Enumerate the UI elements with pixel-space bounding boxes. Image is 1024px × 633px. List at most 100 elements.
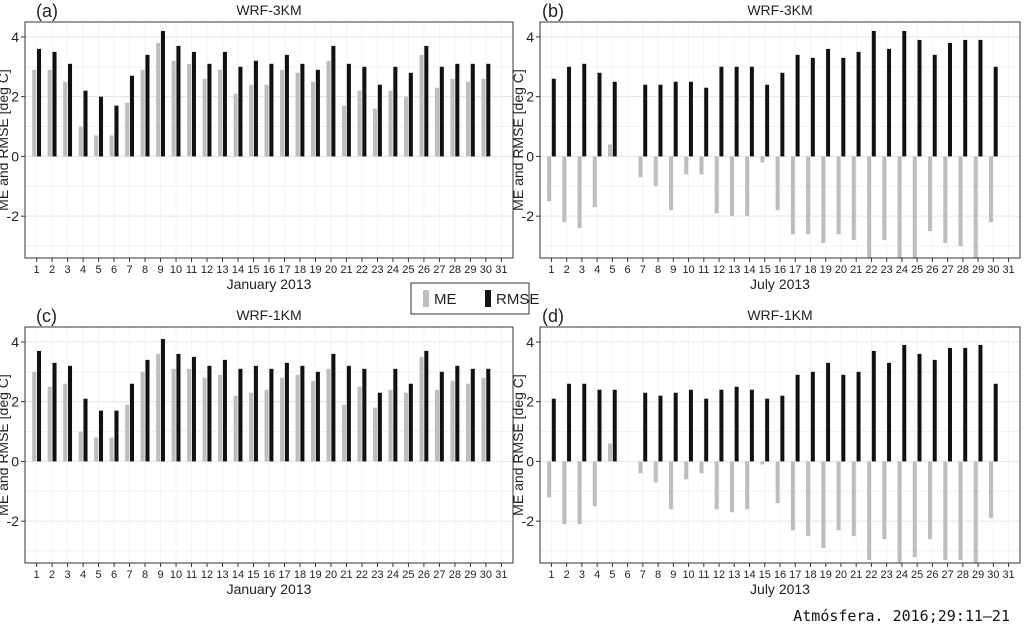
- me-bar: [760, 156, 765, 163]
- y-tick-label: -2: [522, 208, 535, 224]
- rmse-bar: [795, 374, 800, 462]
- rmse-bar: [841, 374, 846, 462]
- rmse-bar: [597, 72, 602, 157]
- x-tick-label: 11: [186, 569, 197, 581]
- me-bar: [357, 386, 362, 462]
- me-bar: [943, 461, 948, 561]
- x-tick-label: 20: [325, 264, 337, 276]
- me-bar: [775, 156, 780, 211]
- me-bar: [434, 87, 440, 157]
- me-bar: [357, 90, 362, 157]
- y-axis-label: ME and RMSE [deg C]: [0, 374, 11, 516]
- me-bar: [403, 96, 409, 157]
- me-bar: [280, 377, 285, 462]
- me-bar: [403, 392, 409, 462]
- rmse-bar: [284, 54, 289, 157]
- me-bar: [638, 461, 643, 474]
- me-bar: [109, 437, 114, 462]
- x-tick-label: 7: [640, 264, 646, 276]
- x-tick-label: 31: [495, 264, 507, 276]
- me-bar: [481, 78, 486, 157]
- rmse-bar: [582, 63, 587, 157]
- me-bar: [419, 54, 424, 157]
- x-tick-label: 3: [65, 264, 71, 276]
- me-bar: [882, 461, 887, 540]
- rmse-bar: [765, 398, 770, 462]
- me-bar: [63, 81, 68, 157]
- y-tick-label: 4: [11, 334, 19, 350]
- me-bar: [373, 108, 378, 157]
- me-bar: [897, 156, 902, 258]
- x-axis-label: January 2013: [227, 581, 312, 597]
- panel-title: WRF-1KM: [236, 307, 301, 323]
- x-tick-label: 24: [896, 264, 908, 276]
- me-bar: [388, 90, 393, 157]
- me-bar: [187, 368, 192, 462]
- y-tick-label: 2: [526, 89, 534, 105]
- rmse-bar: [207, 63, 212, 157]
- x-tick-label: 23: [881, 569, 893, 581]
- x-tick-label: 25: [911, 569, 923, 581]
- me-bar: [973, 461, 978, 563]
- x-tick-label: 9: [670, 264, 676, 276]
- rmse-bar: [810, 371, 815, 462]
- rmse-bar: [377, 84, 382, 157]
- x-tick-label: 14: [743, 264, 755, 276]
- x-tick-label: 13: [216, 569, 228, 581]
- me-bar: [264, 389, 269, 462]
- x-tick-label: 11: [186, 264, 197, 276]
- me-bar: [608, 144, 612, 157]
- x-tick-label: 19: [820, 264, 832, 276]
- x-tick-label: 2: [49, 264, 55, 276]
- me-bar: [295, 374, 300, 462]
- rmse-bar: [719, 66, 724, 157]
- me-bar: [94, 135, 99, 157]
- me-bar: [47, 69, 52, 157]
- y-axis-label: ME and RMSE [deg C]: [510, 374, 526, 516]
- rmse-bar: [455, 63, 460, 157]
- x-tick-label: 11: [698, 264, 709, 276]
- rmse-bar: [948, 42, 952, 157]
- me-bar: [714, 156, 719, 214]
- x-tick-label: 17: [789, 569, 801, 581]
- x-tick-label: 30: [987, 264, 999, 276]
- rmse-bar: [658, 84, 663, 157]
- x-tick-label: 15: [247, 264, 259, 276]
- figure-credit: Atmósfera. 2016;29:11–21: [793, 607, 1010, 625]
- me-bar: [63, 383, 68, 462]
- me-bar: [373, 407, 378, 462]
- rmse-bar: [269, 63, 274, 157]
- me-bar: [729, 156, 734, 217]
- rmse-bar: [780, 395, 785, 462]
- x-tick-label: 7: [127, 569, 133, 581]
- me-bar: [775, 461, 780, 504]
- x-tick-label: 16: [774, 569, 786, 581]
- rmse-bar: [253, 365, 258, 462]
- me-bar: [562, 461, 567, 525]
- rmse-bar: [98, 410, 104, 462]
- x-axis-label: July 2013: [750, 581, 810, 597]
- y-tick-label: 4: [11, 29, 19, 45]
- me-bar: [729, 461, 734, 513]
- y-tick-label: 4: [526, 334, 534, 350]
- x-tick-label: 26: [418, 264, 430, 276]
- x-tick-label: 13: [216, 264, 228, 276]
- me-bar: [94, 437, 99, 462]
- rmse-bar: [978, 344, 983, 462]
- rmse-bar: [269, 368, 274, 462]
- legend-label-me: ME: [434, 291, 457, 308]
- rmse-bar: [902, 344, 907, 462]
- rmse-bar: [856, 51, 861, 157]
- x-tick-label: 22: [356, 264, 368, 276]
- x-tick-label: 19: [820, 569, 832, 581]
- me-bar: [202, 78, 207, 157]
- me-bar: [465, 383, 470, 462]
- x-tick-label: 31: [1002, 264, 1014, 276]
- x-tick-label: 12: [713, 569, 725, 581]
- x-tick-label: 16: [263, 569, 275, 581]
- x-tick-label: 21: [340, 569, 352, 581]
- rmse-bar: [52, 51, 57, 157]
- rmse-bar: [597, 389, 602, 462]
- panel-letter: (d): [542, 306, 564, 326]
